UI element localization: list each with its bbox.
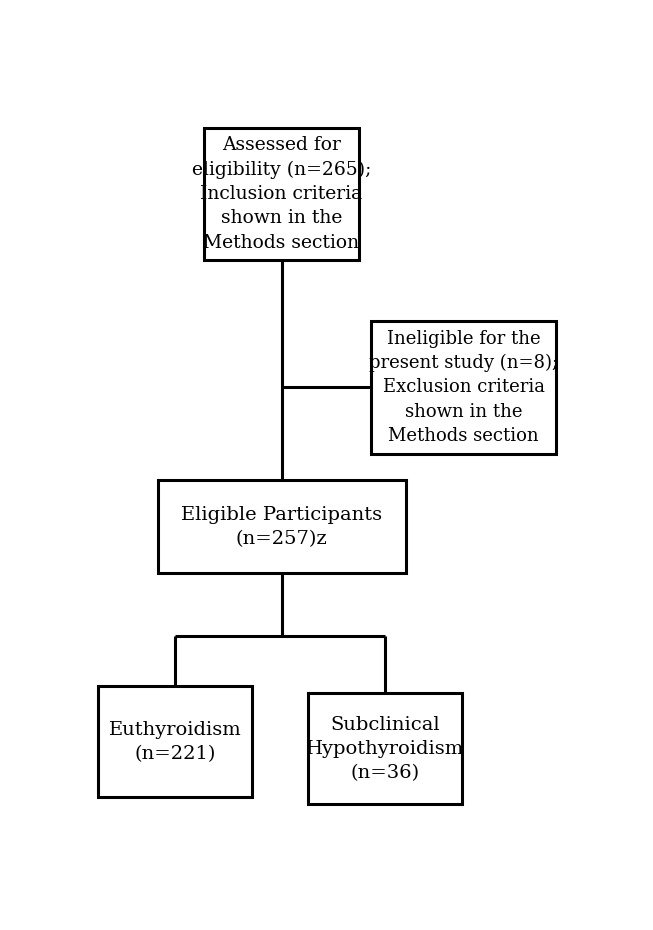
Text: Subclinical
Hypothyroidism
(n=36): Subclinical Hypothyroidism (n=36)	[306, 715, 464, 782]
Text: Eligible Participants
(n=257)z: Eligible Participants (n=257)z	[181, 506, 382, 548]
Text: Assessed for
eligibility (n=265);
Inclusion criteria
shown in the
Methods sectio: Assessed for eligibility (n=265); Inclus…	[192, 136, 371, 252]
Bar	[157, 481, 406, 574]
Text: Euthyroidism
(n=221): Euthyroidism (n=221)	[109, 721, 242, 763]
Bar	[372, 321, 556, 454]
Bar	[308, 694, 462, 804]
Bar	[98, 686, 253, 797]
Text: Ineligible for the
present study (n=8);
Exclusion criteria
shown in the
Methods : Ineligible for the present study (n=8); …	[369, 329, 558, 445]
Bar	[204, 127, 358, 260]
